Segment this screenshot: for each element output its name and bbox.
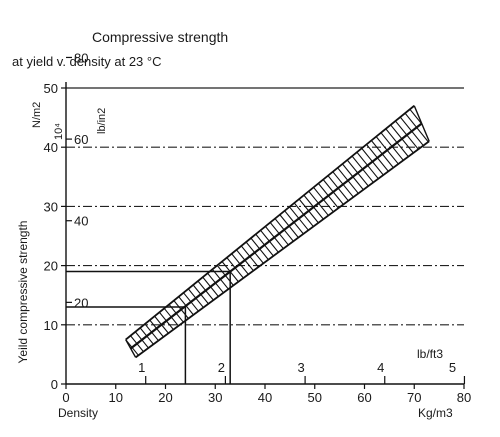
x2-tick-label-4: 4 [377,360,384,375]
x-tick-label-40: 40 [258,390,272,405]
y2-tick-label-60: 60 [74,132,88,147]
axis-layer [61,56,466,389]
strength-band [125,105,430,359]
x2-tick-label-3: 3 [297,360,304,375]
x-unit-label: Kg/m3 [418,406,453,420]
chart-title: Compressive strength [92,29,228,45]
y-axis-title: Yeild compressive strength [16,221,30,364]
band-center-line [130,122,423,350]
hatch-line [389,105,430,137]
y-tick-label-30: 30 [44,199,58,214]
band-lower-edge [135,140,430,359]
y-tick-label-50: 50 [44,81,58,96]
x-tick-label-20: 20 [158,390,172,405]
y2-tick-label-20: 20 [74,295,88,310]
hatch-line [398,105,430,130]
y2-tick-label-80: 80 [74,50,88,65]
band-upper-edge [125,105,415,341]
reference-lines [66,270,231,384]
x2-tick-label-2: 2 [218,360,225,375]
x-tick-label-0: 0 [62,390,69,405]
x-tick-label-60: 60 [357,390,371,405]
y-tick-label-20: 20 [44,259,58,274]
x-secondary-unit-label: lb/ft3 [417,347,443,361]
hatch-line [393,105,430,133]
tick-labels: 0 10 20 30 40 50 60 70 80 0 10 20 30 40 50 1 2 3 4 5 20 40 60 8… [44,50,472,405]
chart-subtitle: at yield v. density at 23 °C [12,54,161,69]
y-unit-label: N/m2 [31,102,43,128]
hatch-line [403,105,430,126]
y-secondary-unit-label: lb/in2 [96,108,108,134]
y-multiplier-label: 10⁴ [53,123,65,140]
x2-tick-label-1: 1 [138,360,145,375]
x-axis-title: Density [58,406,98,420]
x-tick-label-30: 30 [208,390,222,405]
grid-layer [66,87,464,326]
x-tick-label-50: 50 [308,390,322,405]
y2-tick-label-40: 40 [74,214,88,229]
x2-tick-label-5: 5 [449,360,456,375]
x-tick-label-70: 70 [407,390,421,405]
x-tick-label-80: 80 [457,390,471,405]
x-tick-label-10: 10 [109,390,123,405]
y-tick-label-40: 40 [44,140,58,155]
y-tick-label-10: 10 [44,318,58,333]
y-tick-label-0: 0 [51,377,58,392]
